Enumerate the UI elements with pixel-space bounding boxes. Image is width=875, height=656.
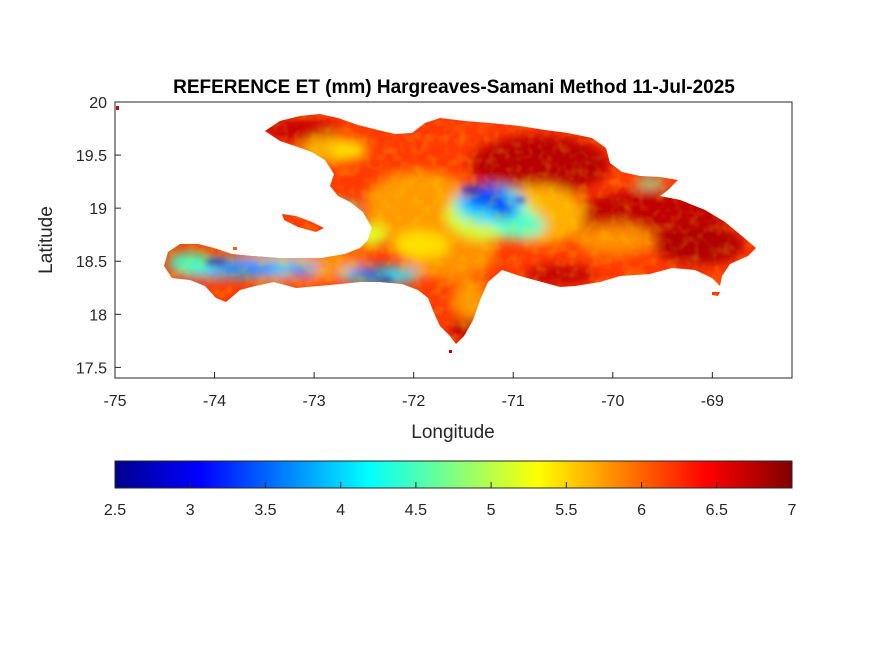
island-speck <box>116 106 119 110</box>
x-tick-label: -71 <box>502 393 525 410</box>
x-tick-label: -75 <box>103 393 126 410</box>
colorbar-tick-label: 4.5 <box>405 502 427 519</box>
x-tick-label: -73 <box>303 393 326 410</box>
y-tick-label: 19.5 <box>76 148 107 165</box>
colorbar-tick-label: 3 <box>186 502 195 519</box>
colorbar-tick-label: 5.5 <box>555 502 577 519</box>
island-speck <box>449 350 452 353</box>
y-tick-label: 18.5 <box>76 254 107 271</box>
colorbar-tick-label: 6 <box>637 502 646 519</box>
y-tick-label: 20 <box>89 95 107 112</box>
colorbar-tick-label: 5 <box>487 502 496 519</box>
colorbar-tick-label: 3.5 <box>254 502 276 519</box>
x-tick-label: -74 <box>203 393 226 410</box>
colorbar <box>114 460 793 489</box>
x-tick-label: -70 <box>601 393 624 410</box>
colorbar-tick-label: 2.5 <box>104 502 126 519</box>
x-tick-label: -69 <box>701 393 724 410</box>
x-tick-label: -72 <box>402 393 425 410</box>
y-tick-label: 18 <box>89 307 107 324</box>
y-tick-label: 19 <box>89 201 107 218</box>
colorbar-ticks: 2.5 3 3.5 4 4.5 5 5.5 6 6.5 7 <box>104 482 797 519</box>
y-axis-label: Latitude <box>36 206 57 274</box>
y-axis-ticks: 20 19.5 19 18.5 18 17.5 <box>76 95 121 377</box>
map-title: REFERENCE ET (mm) Hargreaves-Samani Meth… <box>173 77 735 98</box>
x-axis-ticks: -75 -74 -73 -72 -71 -70 -69 <box>103 372 724 410</box>
colorbar-tick-label: 6.5 <box>706 502 728 519</box>
colorbar-tick-label: 4 <box>336 502 345 519</box>
colorbar-tick-label: 7 <box>788 502 797 519</box>
x-axis-label: Longitude <box>411 422 494 443</box>
island-speck <box>233 247 237 250</box>
y-tick-label: 17.5 <box>76 360 107 377</box>
